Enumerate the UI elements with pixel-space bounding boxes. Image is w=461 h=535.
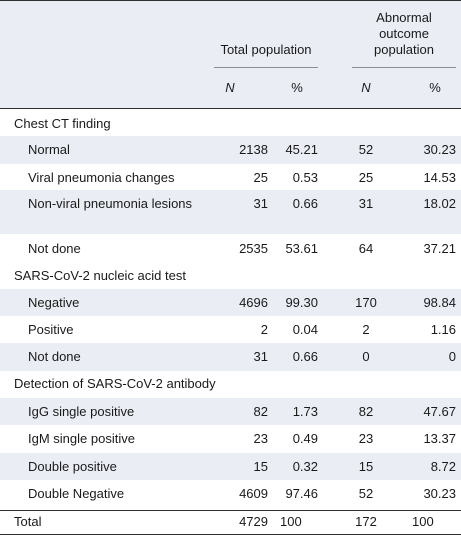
cell-n-total: 4609	[239, 486, 268, 501]
band-row	[0, 398, 461, 425]
top-rule	[0, 0, 461, 1]
total-pct-total: 100	[280, 514, 302, 529]
cell-pct-total: 0.66	[292, 196, 318, 211]
cell-pct-total: 0.53	[292, 170, 318, 185]
cell-n-abnormal: 31	[358, 196, 374, 211]
cell-n-total: 2138	[239, 142, 268, 157]
cell-pct-total: 0.32	[292, 459, 318, 474]
col-header-pct-abnormal: %	[429, 80, 441, 95]
cell-pct-total: 97.46	[285, 486, 318, 501]
cell-n-abnormal: 52	[358, 142, 374, 157]
section-title: Chest CT finding	[14, 116, 111, 131]
section-title: SARS-CoV-2 nucleic acid test	[14, 268, 186, 283]
cell-pct-abnormal: 18.02	[423, 196, 456, 211]
total-n-abnormal: 172	[355, 514, 377, 529]
cell-n-abnormal: 15	[358, 459, 374, 474]
band-row	[0, 289, 461, 316]
cell-pct-abnormal: 0	[448, 349, 456, 364]
cell-n-abnormal: 25	[358, 170, 374, 185]
cell-n-total: 25	[253, 170, 268, 185]
cell-pct-abnormal: 47.67	[423, 404, 456, 419]
total-label: Total	[14, 514, 42, 529]
cell-pct-abnormal: 8.72	[430, 459, 456, 474]
row-label: Not done	[28, 241, 81, 256]
cell-n-total: 4696	[239, 295, 268, 310]
col-header-n-abnormal: N	[361, 80, 371, 95]
cell-n-abnormal: 64	[358, 241, 374, 256]
cell-pct-total: 53.61	[285, 241, 318, 256]
cell-n-abnormal: 23	[358, 431, 374, 446]
cell-pct-total: 0.49	[292, 431, 318, 446]
cell-n-abnormal: 82	[358, 404, 374, 419]
band-row	[0, 343, 461, 371]
cell-n-total: 31	[253, 349, 268, 364]
row-label: IgM single positive	[28, 431, 135, 446]
total-population-underline	[214, 67, 318, 68]
cell-n-total: 23	[253, 431, 268, 446]
col-header-pct-total: %	[291, 80, 303, 95]
cell-pct-total: 45.21	[285, 142, 318, 157]
band-row	[0, 136, 461, 164]
row-label: Not done	[28, 349, 81, 364]
cell-pct-abnormal: 37.21	[423, 241, 456, 256]
row-label: Normal	[28, 142, 70, 157]
cell-pct-total: 99.30	[285, 295, 318, 310]
cell-n-total: 82	[253, 404, 268, 419]
total-n-total: 4729	[239, 514, 268, 529]
row-label: IgG single positive	[28, 404, 135, 419]
cell-pct-abnormal: 30.23	[423, 486, 456, 501]
band-row	[0, 190, 461, 234]
cell-n-abnormal: 170	[355, 295, 377, 310]
row-label: Viral pneumonia changes	[28, 170, 175, 185]
cell-pct-total: 1.73	[292, 404, 318, 419]
cell-pct-abnormal: 14.53	[423, 170, 456, 185]
header-rule	[0, 108, 461, 109]
cell-n-abnormal: 52	[358, 486, 374, 501]
cell-pct-abnormal: 30.23	[423, 142, 456, 157]
cell-n-total: 2535	[239, 241, 268, 256]
row-label: Negative	[28, 295, 80, 310]
section-title: Detection of SARS-CoV-2 antibody	[14, 376, 216, 391]
group-header-total-population: Total population	[220, 42, 312, 57]
cell-pct-total: 0.04	[292, 322, 318, 337]
table-header-background	[0, 0, 461, 108]
row-label: Double Negative	[28, 486, 125, 501]
cell-pct-total: 0.66	[292, 349, 318, 364]
cell-pct-abnormal: 1.16	[430, 322, 456, 337]
cell-n-total: 15	[253, 459, 268, 474]
cell-n-abnormal: 2	[362, 322, 370, 337]
group-header-abnormal-outcome-population: Abnormal outcome population	[374, 10, 434, 57]
cell-n-total: 31	[253, 196, 268, 211]
abnormal-population-underline	[352, 67, 456, 68]
cell-pct-abnormal: 13.37	[423, 431, 456, 446]
row-label: Double positive	[28, 459, 117, 474]
row-label: Positive	[28, 322, 74, 337]
total-pct-abnormal: 100	[412, 514, 434, 529]
band-row	[0, 453, 461, 480]
row-label: Non-viral pneumonia lesions	[28, 196, 193, 211]
cell-pct-abnormal: 98.84	[423, 295, 456, 310]
total-rule	[0, 510, 461, 511]
cell-n-total: 2	[260, 322, 268, 337]
cell-n-abnormal: 0	[362, 349, 370, 364]
col-header-n-total: N	[225, 80, 235, 95]
